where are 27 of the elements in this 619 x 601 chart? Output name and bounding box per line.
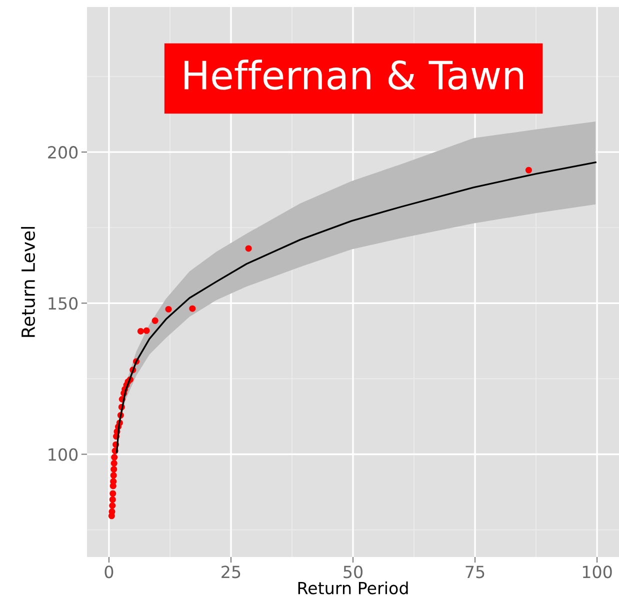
y-tick-label: 200: [48, 146, 78, 159]
point: [110, 472, 117, 479]
point: [152, 317, 158, 324]
text: Heffernan & Tawn: [184, 60, 524, 90]
point: [165, 306, 172, 312]
point: [108, 512, 115, 520]
x-tick-label: 75: [466, 566, 484, 578]
x-tick-label: 50: [344, 566, 362, 578]
y-axis-title: Return Level: [21, 227, 36, 337]
point: [110, 490, 116, 497]
x-axis-title: Return Period: [298, 581, 408, 594]
x-tick-label: 0: [104, 566, 114, 578]
point: [245, 245, 252, 252]
point: [111, 454, 118, 461]
point: [109, 496, 116, 503]
point: [189, 305, 196, 312]
y-tick-label: 100: [48, 448, 78, 461]
x-tick-label: 25: [222, 566, 240, 578]
point: [137, 328, 144, 335]
point: [109, 502, 116, 509]
point: [525, 166, 532, 174]
point: [143, 327, 150, 334]
y-tick-label: 150: [48, 297, 78, 310]
point: [110, 466, 118, 473]
x-tick-label: 100: [582, 566, 612, 578]
point: [110, 460, 118, 467]
point: [110, 482, 116, 490]
